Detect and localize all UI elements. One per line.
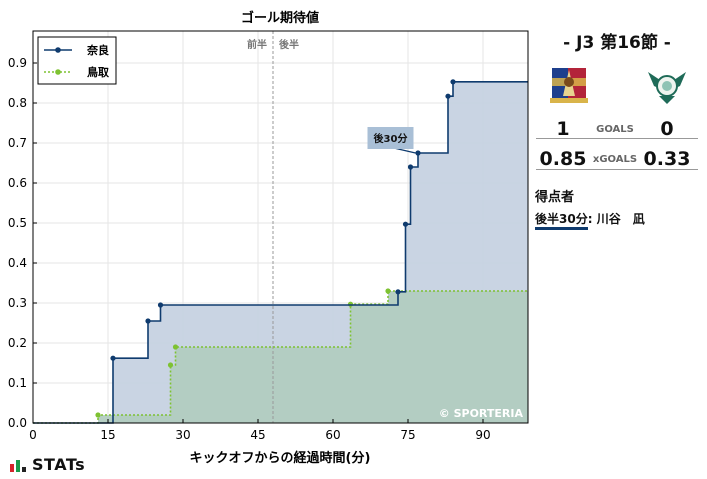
match-panel: - J3 第16節 - 1 GOALS 0 0.85 xGOALS 0.33 得… [532, 0, 702, 479]
x-tick-label: 15 [100, 428, 115, 442]
legend-label: 奈良 [86, 43, 109, 57]
away-xg: 0.33 [643, 148, 691, 170]
x-tick-label: 0 [29, 428, 37, 442]
x-tick-label: 75 [400, 428, 415, 442]
xg-label: xGOALS [592, 154, 638, 165]
tottori-crest-icon [648, 72, 686, 104]
xg-row: 0.85 xGOALS 0.33 [532, 148, 698, 174]
data-point [450, 79, 456, 85]
halftime-label-second: 後半 [279, 38, 299, 51]
series-line [33, 81, 528, 424]
y-tick-label: 0.5 [8, 216, 27, 230]
y-tick-label: 0.8 [8, 96, 27, 110]
home-xg: 0.85 [539, 148, 587, 170]
data-point [385, 288, 391, 294]
data-point [445, 93, 451, 99]
x-tick-label: 30 [175, 428, 190, 442]
logo-text: STATs [32, 455, 86, 474]
goals-label: GOALS [596, 124, 634, 135]
watermark: © SPORTERIA [439, 407, 524, 420]
scorer-name: 川谷 凪 [596, 212, 645, 226]
x-tick-label: 60 [325, 428, 340, 442]
x-axis-label: キックオフからの経過時間(分) [190, 450, 371, 466]
series-line [33, 290, 528, 424]
y-tick-label: 0.4 [8, 256, 27, 270]
plot-frame [32, 30, 529, 424]
data-point [157, 302, 164, 308]
y-tick-label: 0.9 [8, 56, 27, 70]
data-point [402, 221, 409, 227]
data-point [145, 318, 151, 324]
legend-marker [55, 69, 61, 75]
halftime-label-first: 前半 [247, 38, 267, 51]
data-point [95, 412, 101, 418]
scorers-heading: 得点者 [535, 190, 575, 205]
annotation-box [367, 127, 414, 149]
goals-row: 1 GOALS 0 [532, 118, 698, 144]
y-tick-label: 0.2 [8, 336, 27, 350]
scorer-separator: : [587, 212, 593, 226]
y-tick-label: 0.1 [8, 376, 27, 390]
y-tick-label: 0.0 [8, 416, 27, 430]
y-tick-label: 0.6 [8, 176, 27, 190]
bar-chart-icon [10, 460, 26, 472]
chart-title: ゴール期待値 [241, 10, 319, 26]
data-point [110, 355, 116, 361]
y-tick-label: 0.7 [8, 136, 27, 150]
scorer-entry: 後半30分: 川谷 凪 [535, 210, 645, 230]
data-point [172, 344, 179, 350]
away-goals: 0 [660, 118, 674, 140]
legend-label: 鳥取 [87, 65, 109, 79]
x-tick-label: 90 [475, 428, 490, 442]
y-tick-label: 0.3 [8, 296, 27, 310]
legend-marker [55, 47, 61, 53]
data-point [415, 150, 421, 156]
nara-crest-icon [550, 68, 588, 103]
divider [536, 138, 698, 139]
legend-box [37, 36, 117, 85]
home-goals: 1 [556, 118, 570, 140]
x-tick-label: 45 [250, 428, 265, 442]
data-point [167, 362, 174, 368]
scorer-time: 後半30分 [535, 212, 588, 230]
series-area [33, 291, 528, 423]
data-point [407, 164, 414, 170]
match-title: - J3 第16節 - [563, 33, 671, 53]
divider [536, 169, 698, 170]
annotation-text: 後30分 [374, 132, 408, 145]
data-point [395, 289, 401, 295]
